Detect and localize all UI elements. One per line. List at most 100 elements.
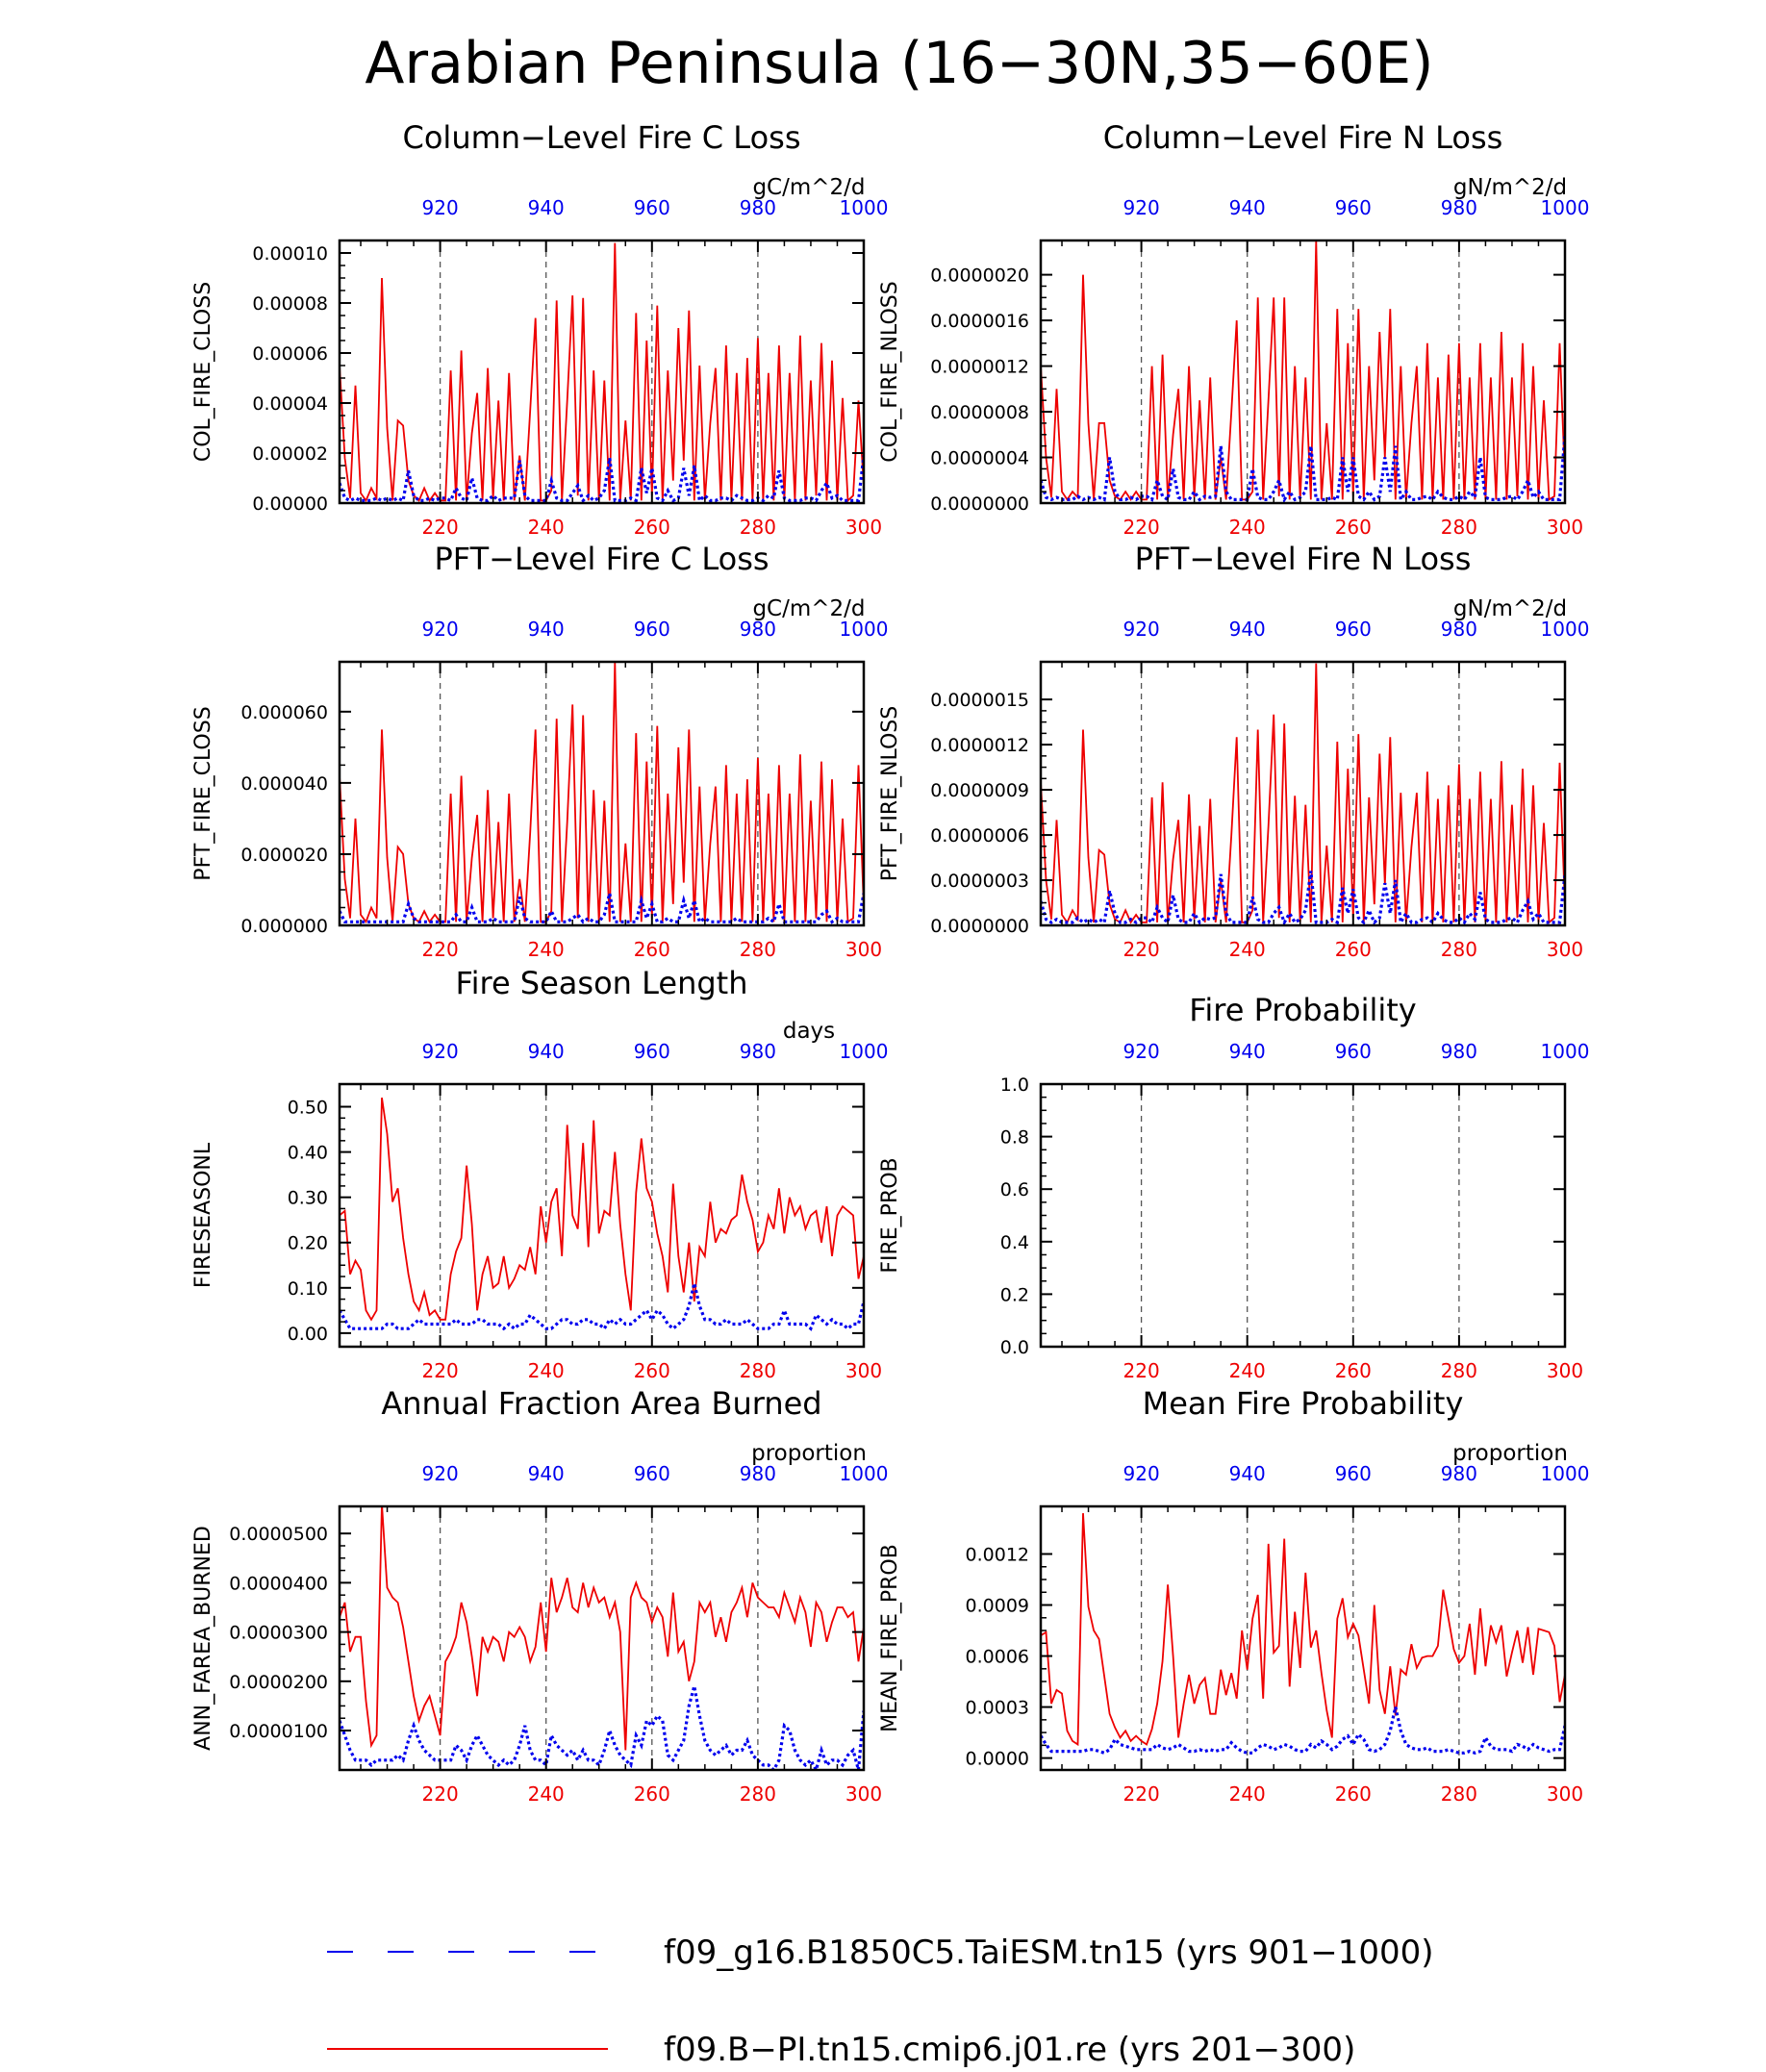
x-tick-label-top: 940 bbox=[528, 1462, 565, 1485]
x-tick-label-bottom: 280 bbox=[1441, 938, 1477, 961]
y-tick-label: 0.0 bbox=[1000, 1337, 1029, 1358]
plot-frame bbox=[1039, 660, 1567, 927]
y-tick-label: 0.000020 bbox=[240, 845, 328, 866]
x-tick-label-bottom: 240 bbox=[528, 1782, 565, 1806]
y-tick-label: 0.0000008 bbox=[930, 402, 1029, 423]
panel-title: Column−Level Fire N Loss bbox=[1103, 119, 1503, 156]
series-line-red bbox=[1041, 240, 1565, 502]
x-tick-label-top: 1000 bbox=[1541, 1462, 1590, 1485]
x-tick-label-bottom: 220 bbox=[1123, 1359, 1160, 1382]
x-tick-label-top: 980 bbox=[1441, 1040, 1477, 1063]
y-tick-label: 0.00008 bbox=[252, 293, 328, 315]
panel-ann_farea: 0.0000100 0.0000200 0.0000300 0.0000400 0.00… bbox=[191, 1385, 888, 1806]
x-tick-label-top: 940 bbox=[1229, 618, 1266, 641]
units-label: gN/m^2/d bbox=[1453, 175, 1567, 200]
x-tick-label-bottom: 260 bbox=[634, 516, 670, 539]
plot-frame bbox=[1039, 1082, 1567, 1349]
series-line-red bbox=[340, 1097, 864, 1322]
y-tick-label: 0.0012 bbox=[966, 1544, 1029, 1565]
y-tick-label: 0.50 bbox=[288, 1098, 328, 1119]
plot-frame bbox=[1039, 1504, 1567, 1772]
y-axis-label: FIRE_PROB bbox=[878, 1157, 902, 1273]
plot-frame bbox=[1039, 239, 1567, 505]
y-tick-label: 0.0000009 bbox=[930, 780, 1029, 801]
y-tick-label: 0.20 bbox=[288, 1233, 328, 1254]
x-tick-label-bottom: 280 bbox=[740, 516, 776, 539]
series-line-blue bbox=[340, 455, 864, 503]
x-tick-label-bottom: 220 bbox=[1123, 1782, 1160, 1806]
x-tick-label-top: 960 bbox=[634, 1040, 670, 1063]
x-tick-label-bottom: 260 bbox=[634, 1359, 670, 1382]
units-label: gC/m^2/d bbox=[752, 596, 865, 621]
units-label: proportion bbox=[751, 1441, 867, 1466]
y-tick-label: 0.0000015 bbox=[930, 690, 1029, 711]
panel-pft_closs: 0.000000 0.000020 0.000040 0.000060 220 240 26… bbox=[191, 541, 888, 961]
y-tick-label: 0.0000012 bbox=[930, 357, 1029, 378]
x-tick-label-top: 920 bbox=[1123, 196, 1160, 219]
x-tick-label-top: 980 bbox=[740, 1462, 776, 1485]
x-tick-label-bottom: 280 bbox=[740, 938, 776, 961]
x-tick-label-top: 960 bbox=[1335, 1040, 1372, 1063]
panel-title: Column−Level Fire C Loss bbox=[403, 119, 801, 156]
y-tick-label: 0.00006 bbox=[252, 343, 328, 365]
series-line-blue bbox=[340, 893, 864, 924]
x-tick-label-top: 1000 bbox=[840, 196, 889, 219]
series-line-red bbox=[340, 662, 864, 924]
y-axis-label: FIRESEASONL bbox=[191, 1142, 215, 1288]
y-tick-label: 0.0000016 bbox=[930, 311, 1029, 332]
x-tick-label-top: 920 bbox=[1123, 618, 1160, 641]
x-tick-label-bottom: 280 bbox=[740, 1359, 776, 1382]
y-axis-label: PFT_FIRE_CLOSS bbox=[191, 706, 215, 880]
x-tick-label-bottom: 300 bbox=[845, 516, 882, 539]
x-tick-label-bottom: 260 bbox=[634, 938, 670, 961]
x-tick-label-bottom: 280 bbox=[1441, 516, 1477, 539]
y-axis-label: PFT_FIRE_NLOSS bbox=[878, 706, 902, 881]
x-tick-label-top: 1000 bbox=[840, 618, 889, 641]
x-tick-label-top: 940 bbox=[528, 196, 565, 219]
panel-fireseasonl: 0.00 0.10 0.20 0.30 0.40 0.50 220 240 260 280 300 9… bbox=[191, 965, 888, 1382]
y-tick-label: 0.0000000 bbox=[930, 493, 1029, 515]
y-tick-label: 0.0000003 bbox=[930, 871, 1029, 892]
y-tick-label: 0.000060 bbox=[240, 702, 328, 723]
series-line-blue bbox=[1041, 434, 1565, 503]
x-tick-label-top: 960 bbox=[1335, 1462, 1372, 1485]
panel-title: Mean Fire Probability bbox=[1143, 1385, 1464, 1422]
x-tick-label-bottom: 280 bbox=[1441, 1782, 1477, 1806]
y-tick-label: 0.0000 bbox=[966, 1749, 1029, 1770]
x-tick-label-top: 920 bbox=[1123, 1040, 1160, 1063]
y-tick-label: 0.8 bbox=[1000, 1127, 1029, 1149]
units-label: gC/m^2/d bbox=[752, 175, 865, 200]
y-tick-label: 0.00000 bbox=[252, 493, 328, 515]
units-label: gN/m^2/d bbox=[1453, 596, 1567, 621]
y-tick-label: 0.0000300 bbox=[229, 1623, 328, 1644]
plot-frame bbox=[338, 1504, 866, 1772]
x-tick-label-bottom: 220 bbox=[422, 516, 459, 539]
x-tick-label-top: 940 bbox=[528, 1040, 565, 1063]
x-tick-label-bottom: 280 bbox=[1441, 1359, 1477, 1382]
plot-frame bbox=[338, 660, 866, 927]
panel-title: PFT−Level Fire N Loss bbox=[1135, 541, 1472, 577]
x-tick-label-bottom: 240 bbox=[1229, 516, 1266, 539]
y-tick-label: 0.10 bbox=[288, 1278, 328, 1300]
x-tick-label-top: 960 bbox=[634, 196, 670, 219]
y-tick-label: 0.0000400 bbox=[229, 1573, 328, 1594]
y-tick-label: 0.0000012 bbox=[930, 735, 1029, 756]
series-line-red bbox=[1041, 1513, 1565, 1747]
x-tick-label-bottom: 260 bbox=[634, 1782, 670, 1806]
y-tick-label: 0.00004 bbox=[252, 393, 328, 415]
y-axis-label: ANN_FAREA_BURNED bbox=[191, 1526, 215, 1751]
x-tick-label-bottom: 240 bbox=[528, 1359, 565, 1382]
x-tick-label-top: 920 bbox=[422, 1040, 459, 1063]
y-tick-label: 0.0000004 bbox=[930, 448, 1029, 469]
x-tick-label-top: 980 bbox=[1441, 196, 1477, 219]
x-tick-label-top: 1000 bbox=[1541, 1040, 1590, 1063]
x-tick-label-top: 960 bbox=[634, 1462, 670, 1485]
figure-title: Arabian Peninsula (16−30N,35−60E) bbox=[365, 30, 1433, 97]
series-line-red bbox=[340, 242, 864, 503]
x-tick-label-bottom: 260 bbox=[1335, 516, 1372, 539]
x-tick-label-bottom: 220 bbox=[422, 938, 459, 961]
x-tick-label-bottom: 300 bbox=[1547, 516, 1583, 539]
x-tick-label-bottom: 220 bbox=[1123, 516, 1160, 539]
y-tick-label: 0.4 bbox=[1000, 1232, 1029, 1253]
y-tick-label: 0.0006 bbox=[966, 1647, 1029, 1668]
